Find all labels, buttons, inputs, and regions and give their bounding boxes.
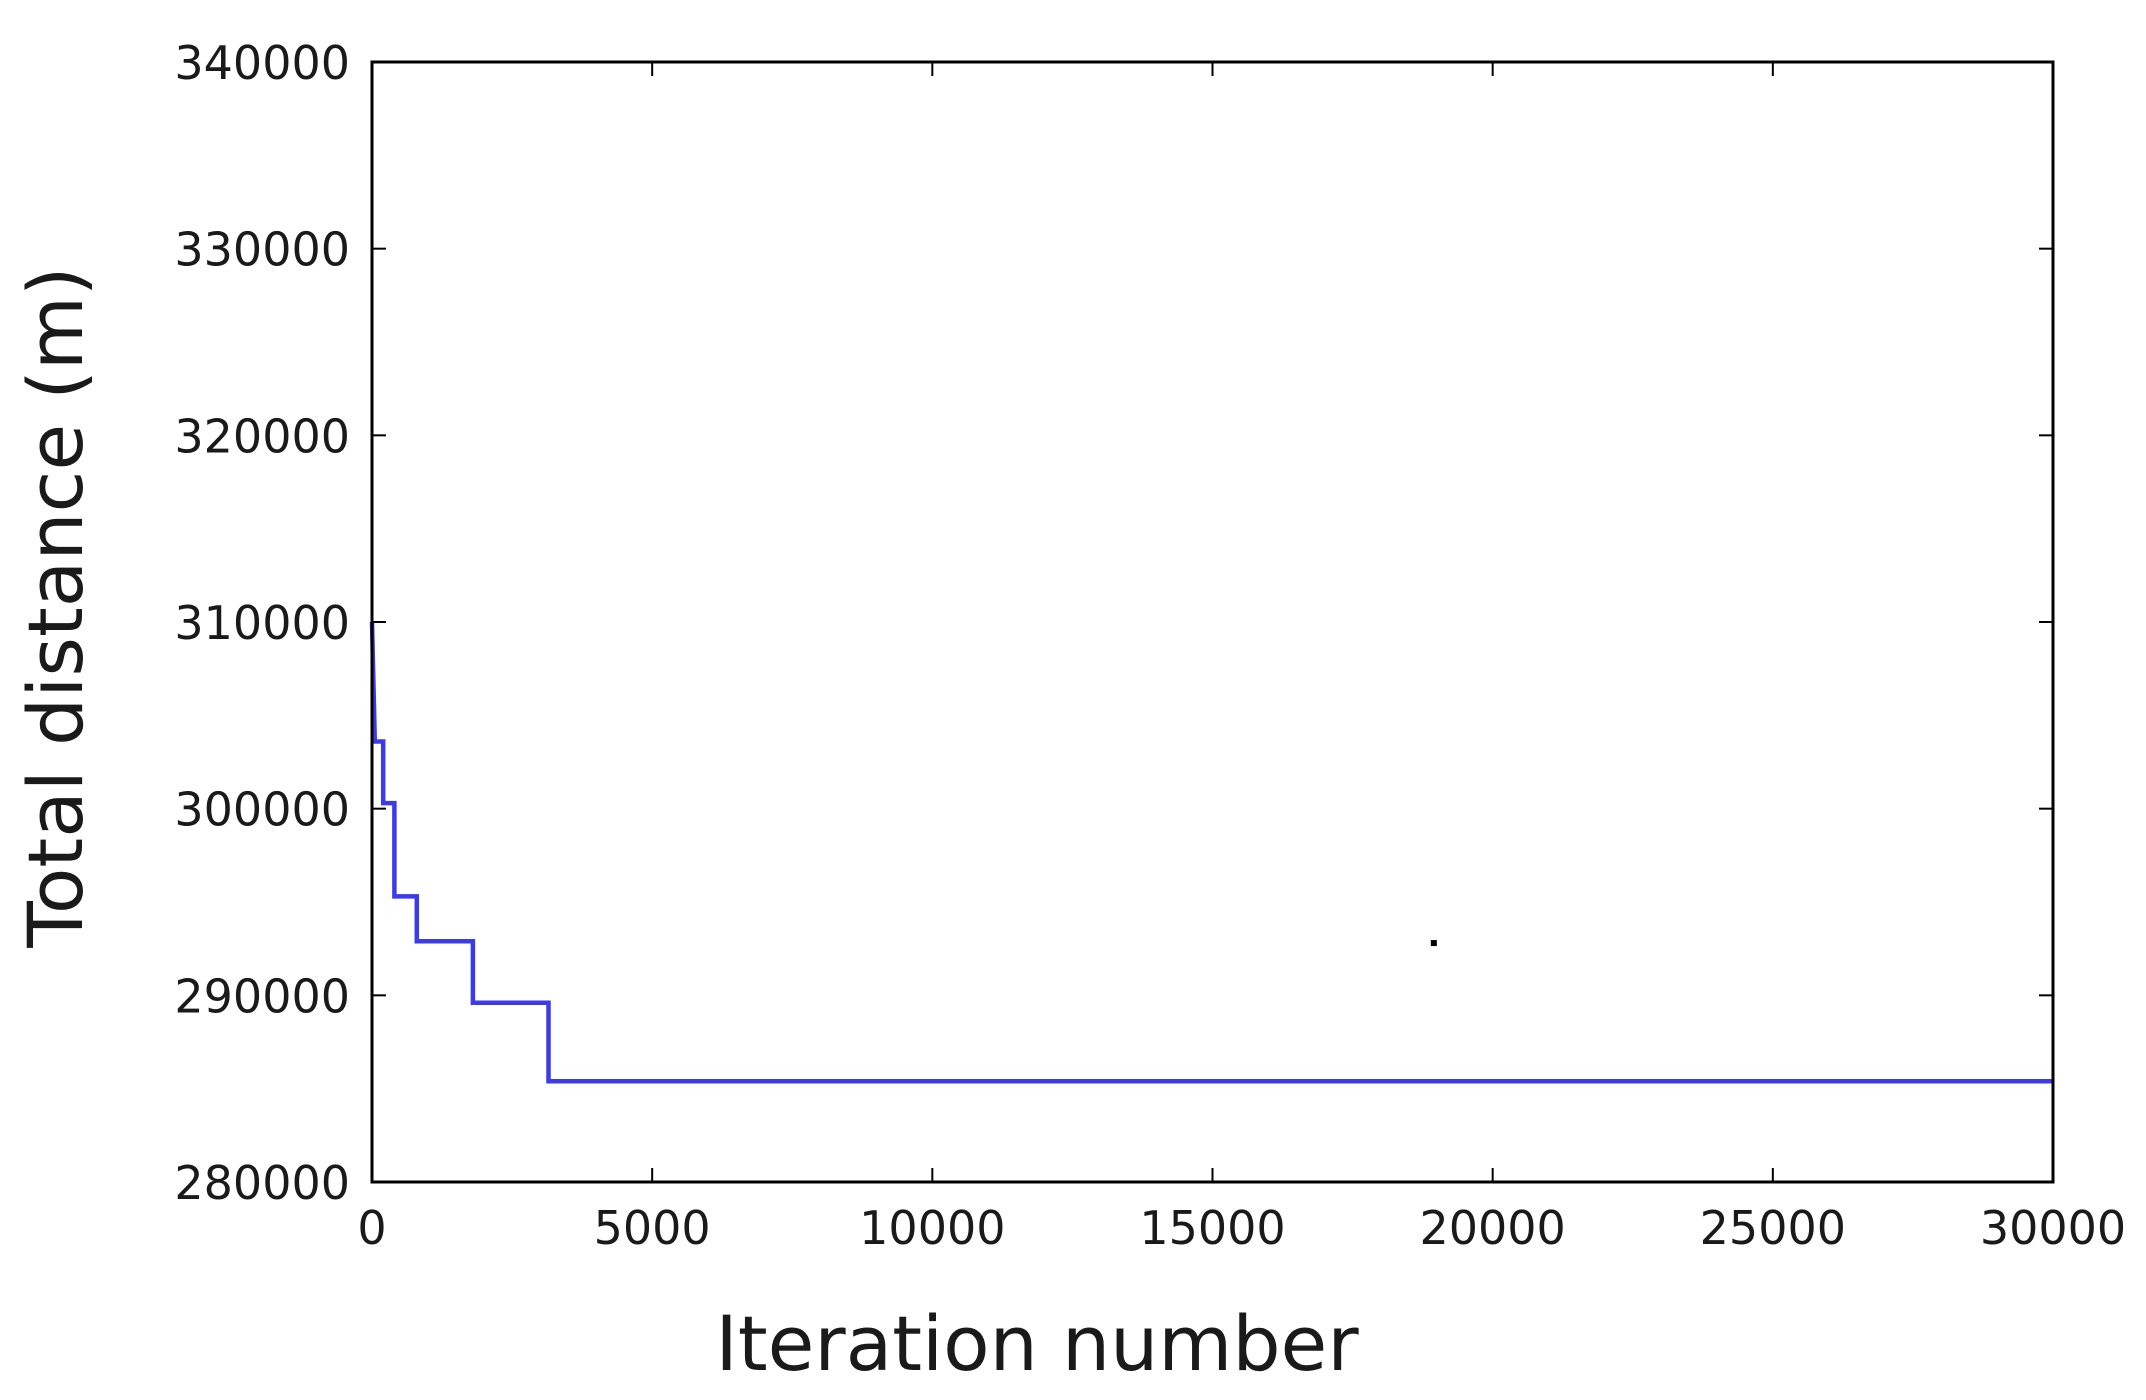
annotation-point-0	[1430, 940, 1437, 947]
y-tick-label: 340000	[174, 36, 350, 90]
x-tick-label: 20000	[1419, 1201, 1565, 1255]
x-tick-label: 25000	[1700, 1201, 1846, 1255]
x-tick-label: 0	[357, 1201, 386, 1255]
x-tick-label: 10000	[859, 1201, 1005, 1255]
axes-layer: 0 5000 10000 15000 20000 25000 30000 280000 2900…	[174, 36, 2126, 1255]
x-tick-label: 5000	[594, 1201, 711, 1255]
y-tick-label: 280000	[174, 1156, 350, 1210]
y-tick-label: 300000	[174, 783, 350, 837]
series-line-0	[369, 621, 2053, 1084]
y-tick-label: 330000	[174, 223, 350, 277]
y-axis-title: Total distance (m)	[11, 266, 100, 948]
y-tick-label: 320000	[174, 409, 350, 463]
y-tick-label: 310000	[174, 596, 350, 650]
plot-frame	[370, 60, 2055, 1184]
x-tick-label: 30000	[1980, 1201, 2126, 1255]
y-tick-label: 290000	[174, 969, 350, 1023]
x-axis-title: Iteration number	[715, 1299, 1359, 1388]
x-tick-label: 15000	[1139, 1201, 1285, 1255]
plot-layer	[369, 621, 2053, 1084]
